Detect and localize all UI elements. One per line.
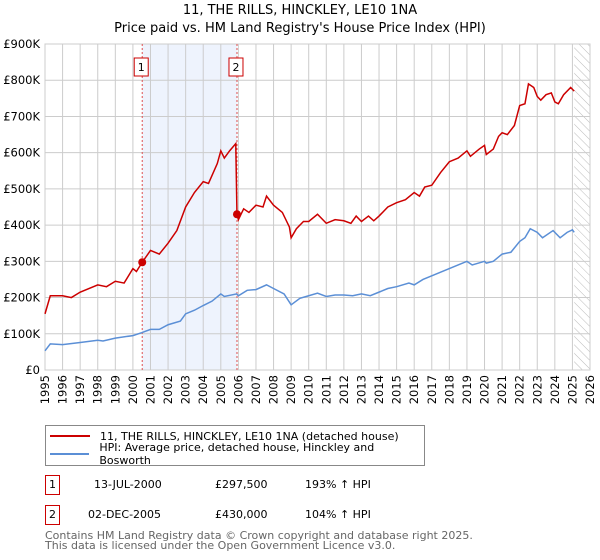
transaction-row: 1 13-JUL-2000 £297,500 193% ↑ HPI (45, 475, 465, 495)
transaction-badge: 1 (45, 475, 60, 495)
y-tick-label: £800K (3, 73, 40, 87)
legend-label-property: 11, THE RILLS, HINCKLEY, LE10 1NA (detac… (100, 429, 399, 443)
x-tick-label: 2024 (548, 375, 562, 404)
x-tick-label: 1997 (73, 375, 87, 404)
sale-marker-box (228, 57, 244, 77)
y-tick-label: £500K (3, 182, 40, 196)
legend: 11, THE RILLS, HINCKLEY, LE10 1NA (detac… (45, 425, 425, 467)
x-tick-label: 2014 (372, 375, 386, 404)
legend-swatch-blue (50, 453, 90, 455)
hpi-line (44, 227, 575, 352)
forecast-hatch (574, 44, 590, 370)
sale-point (138, 258, 147, 267)
x-tick-label: 2016 (407, 375, 421, 404)
x-tick-label: 2026 (583, 375, 597, 404)
x-tick-label: 2022 (513, 375, 527, 404)
x-tick-label: 2019 (460, 375, 474, 404)
y-tick-label: £900K (3, 37, 40, 51)
x-tick-label: 2009 (284, 375, 298, 404)
legend-label-hpi: HPI: Average price, detached house, Hinc… (99, 441, 375, 467)
sale-point (232, 210, 241, 219)
y-tick-label: £200K (3, 291, 40, 305)
footer-licence: This data is licensed under the Open Gov… (45, 539, 396, 552)
transaction-price: £297,500 (215, 478, 268, 491)
transaction-badge: 2 (45, 505, 60, 525)
x-tick-label: 2000 (126, 375, 140, 404)
x-tick-label: 2001 (143, 375, 157, 404)
price-chart: 1995 1996 1997 1998 1999 2000 2001 2002 2003 2004… (3, 37, 597, 404)
x-tick-label: 2002 (161, 375, 175, 404)
y-tick-label: £0 (25, 363, 40, 377)
transaction-row: 2 02-DEC-2005 £430,000 104% ↑ HPI (45, 505, 465, 525)
x-tick-label: 1999 (108, 375, 122, 404)
y-tick-label: £300K (3, 254, 40, 268)
x-tick-label: 2010 (302, 375, 316, 404)
x-tick-label: 1996 (56, 375, 70, 404)
x-tick-label: 2011 (319, 375, 333, 404)
chart-title: 11, THE RILLS, HINCKLEY, LE10 1NA (182, 3, 418, 18)
x-tick-label: 2013 (354, 375, 368, 404)
x-tick-label: 2008 (267, 375, 281, 404)
y-tick-label: £600K (3, 146, 40, 160)
x-tick-label: 2005 (214, 375, 228, 404)
chart-subtitle: Price paid vs. HM Land Registry's House … (114, 21, 486, 36)
x-tick-label: 1998 (91, 375, 105, 404)
transaction-date: 02-DEC-2005 (88, 508, 162, 521)
sale-marker-label: 2 (232, 61, 239, 74)
x-tick-label: 2012 (337, 375, 351, 404)
x-tick-label: 2023 (530, 375, 544, 404)
sale-marker-box (133, 57, 149, 77)
sale-period-shading (142, 44, 237, 370)
x-tick-label: 2021 (495, 375, 509, 404)
y-tick-label: £700K (3, 109, 40, 123)
x-tick-label: 2017 (425, 375, 439, 404)
y-tick-label: £100K (3, 327, 40, 341)
price-paid-line (44, 82, 575, 315)
y-tick-label: £400K (3, 218, 40, 232)
plot-border (44, 43, 591, 371)
x-tick-label: 2015 (390, 375, 404, 404)
legend-swatch-red (50, 435, 90, 437)
x-tick-label: 2025 (565, 375, 579, 404)
transaction-hpi: 193% ↑ HPI (305, 478, 371, 491)
x-tick-label: 2007 (249, 375, 263, 404)
transaction-price: £430,000 (215, 508, 268, 521)
x-tick-label: 1995 (38, 375, 52, 404)
x-tick-label: 2018 (442, 375, 456, 404)
transaction-hpi: 104% ↑ HPI (305, 508, 371, 521)
legend-item-property: 11, THE RILLS, HINCKLEY, LE10 1NA (detac… (50, 428, 399, 444)
x-tick-label: 2020 (478, 375, 492, 404)
x-tick-label: 2004 (196, 375, 210, 404)
legend-item-hpi: HPI: Average price, detached house, Hinc… (50, 441, 424, 467)
transaction-date: 13-JUL-2000 (94, 478, 162, 491)
footer-copyright: Contains HM Land Registry data © Crown c… (45, 529, 473, 542)
sale-marker-label: 1 (138, 61, 145, 74)
x-tick-label: 2006 (231, 375, 245, 404)
x-tick-label: 2003 (179, 375, 193, 404)
